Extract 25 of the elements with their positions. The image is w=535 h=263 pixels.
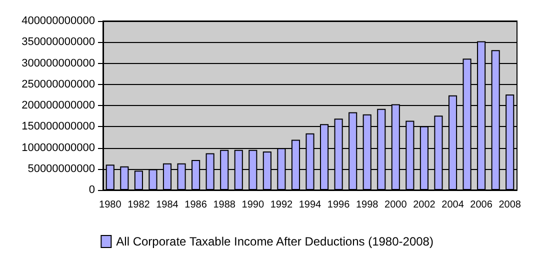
legend-label: All Corporate Taxable Income After Deductions (1980-2008) (116, 234, 434, 248)
y-tick-label: 0 (88, 184, 95, 196)
y-tick-label: 400000000000 (22, 15, 95, 27)
x-tick-label: 1988 (213, 200, 236, 210)
x-tick-label: 1984 (156, 200, 179, 210)
y-tick-label: 50000000000 (28, 162, 95, 175)
y-tick-label: 100000000000 (22, 142, 95, 154)
x-tick-label: 1992 (270, 200, 294, 210)
x-tick-label: 2000 (384, 200, 408, 210)
x-tick-label: 1990 (242, 200, 264, 210)
x-tick-label: 1982 (128, 200, 150, 210)
x-tick-label: 1980 (99, 200, 122, 210)
y-tick-label: 200000000000 (22, 100, 95, 112)
x-tick-label: 1998 (356, 200, 379, 210)
x-tick-label: 1996 (327, 200, 350, 210)
x-tick-label: 2008 (498, 200, 522, 210)
x-tick-label: 1986 (184, 200, 208, 210)
x-tick-label: 2004 (442, 200, 464, 210)
y-tick-label: 250000000000 (22, 78, 95, 90)
y-tick-label: 350000000000 (22, 36, 95, 48)
x-tick-label: 2002 (413, 200, 436, 210)
y-tick-label: 150000000000 (22, 120, 95, 133)
x-tick-label: 1994 (298, 200, 322, 210)
x-tick-label: 2006 (470, 200, 493, 210)
y-tick-label: 300000000000 (22, 57, 95, 70)
